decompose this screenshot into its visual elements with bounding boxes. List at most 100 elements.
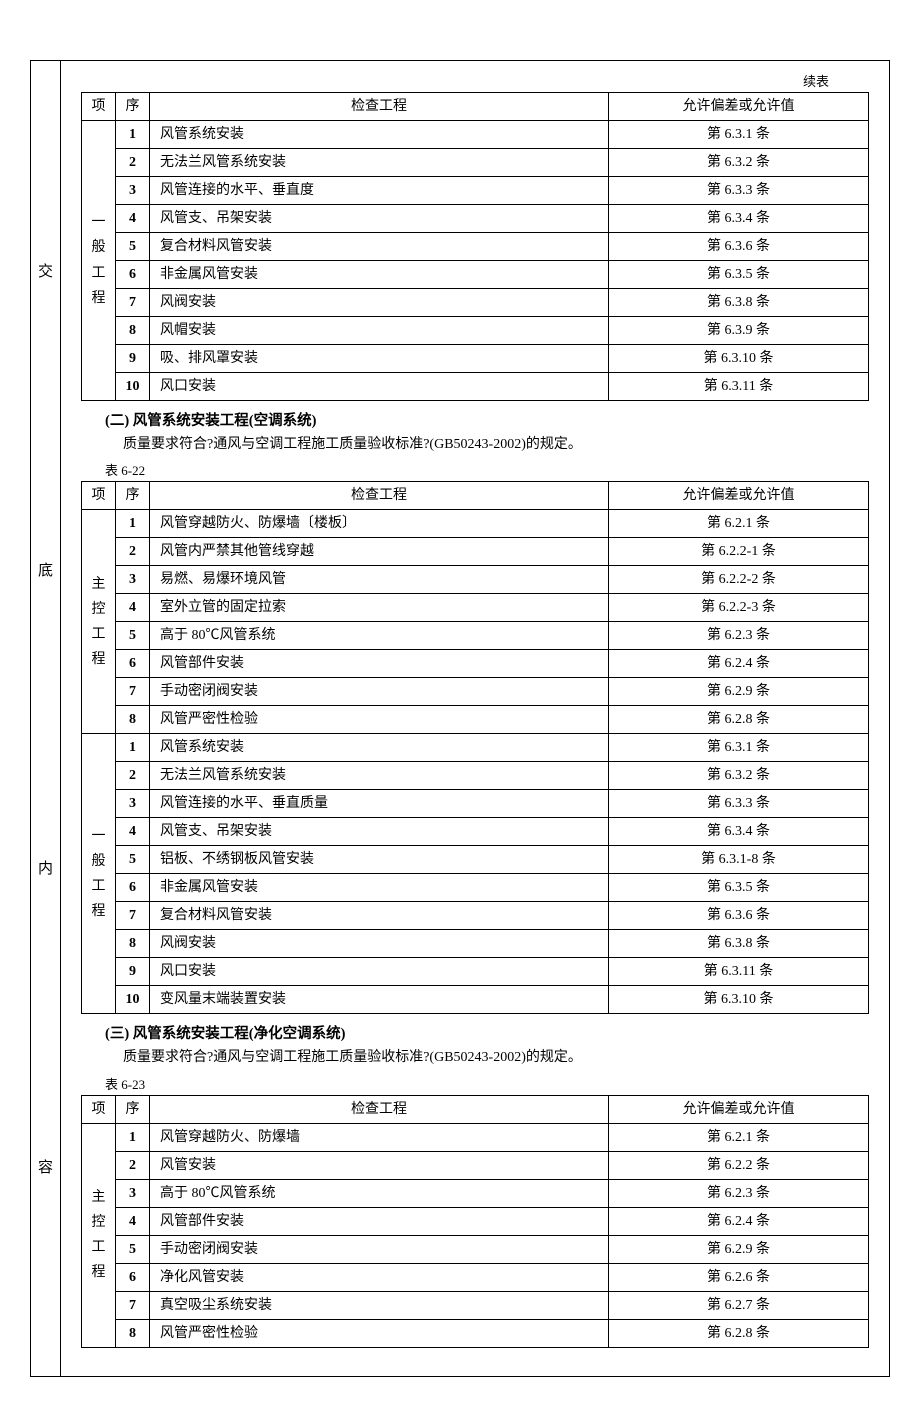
- table-row: 主控工程1风管穿越防火、防爆墙第 6.2.1 条: [82, 1123, 869, 1151]
- table-row: 10变风量末端装置安装第 6.3.10 条: [82, 986, 869, 1014]
- seq-cell: 8: [116, 1319, 150, 1347]
- check-cell: 风管连接的水平、垂直度: [150, 177, 609, 205]
- table-row: 3风管连接的水平、垂直度第 6.3.3 条: [82, 177, 869, 205]
- side-label-2: 底: [38, 559, 53, 580]
- allow-cell: 第 6.3.4 条: [609, 818, 869, 846]
- allow-cell: 第 6.3.5 条: [609, 874, 869, 902]
- check-cell: 复合材料风管安装: [150, 233, 609, 261]
- allow-cell: 第 6.2.8 条: [609, 706, 869, 734]
- table-row: 7手动密闭阀安装第 6.2.9 条: [82, 678, 869, 706]
- check-cell: 手动密闭阀安装: [150, 1235, 609, 1263]
- seq-cell: 7: [116, 678, 150, 706]
- seq-cell: 6: [116, 1263, 150, 1291]
- table-row: 6风管部件安装第 6.2.4 条: [82, 650, 869, 678]
- seq-cell: 6: [116, 650, 150, 678]
- table-row: 8风管严密性检验第 6.2.8 条: [82, 706, 869, 734]
- check-cell: 变风量末端装置安装: [150, 986, 609, 1014]
- check-cell: 风管部件安装: [150, 1207, 609, 1235]
- header-check: 检查工程: [150, 1095, 609, 1123]
- allow-cell: 第 6.3.1 条: [609, 734, 869, 762]
- header-allow: 允许偏差或允许值: [609, 482, 869, 510]
- category-cell: 主控工程: [82, 510, 116, 734]
- table2-label: 表 6-22: [105, 460, 869, 479]
- check-cell: 风管系统安装: [150, 121, 609, 149]
- seq-cell: 2: [116, 149, 150, 177]
- table-row: 一般工程1风管系统安装第 6.3.1 条: [82, 121, 869, 149]
- allow-cell: 第 6.2.2-1 条: [609, 538, 869, 566]
- allow-cell: 第 6.3.6 条: [609, 233, 869, 261]
- seq-cell: 8: [116, 706, 150, 734]
- table-row: 9风口安装第 6.3.11 条: [82, 958, 869, 986]
- section2-title: (二) 风管系统安装工程(空调系统): [105, 409, 869, 430]
- seq-cell: 7: [116, 902, 150, 930]
- section2-desc: 质量要求符合?通风与空调工程施工质量验收标准?(GB50243-2002)的规定…: [123, 434, 869, 456]
- check-cell: 风管严密性检验: [150, 706, 609, 734]
- check-cell: 风管穿越防火、防爆墙〔楼板〕: [150, 510, 609, 538]
- section3-desc: 质量要求符合?通风与空调工程施工质量验收标准?(GB50243-2002)的规定…: [123, 1047, 869, 1069]
- seq-cell: 8: [116, 317, 150, 345]
- seq-cell: 1: [116, 121, 150, 149]
- seq-cell: 4: [116, 1207, 150, 1235]
- table-header-row: 项 序 检查工程 允许偏差或允许值: [82, 482, 869, 510]
- check-cell: 易燃、易爆环境风管: [150, 566, 609, 594]
- allow-cell: 第 6.2.2-2 条: [609, 566, 869, 594]
- table-row: 4室外立管的固定拉索第 6.2.2-3 条: [82, 594, 869, 622]
- table-row: 2风管安装第 6.2.2 条: [82, 1151, 869, 1179]
- side-label-4: 容: [38, 1156, 53, 1177]
- check-cell: 手动密闭阀安装: [150, 678, 609, 706]
- table-row: 7风阀安装第 6.3.8 条: [82, 289, 869, 317]
- table-row: 3易燃、易爆环境风管第 6.2.2-2 条: [82, 566, 869, 594]
- table-row: 5高于 80℃风管系统第 6.2.3 条: [82, 622, 869, 650]
- side-label-3: 内: [38, 857, 53, 878]
- seq-cell: 4: [116, 205, 150, 233]
- header-seq: 序: [116, 482, 150, 510]
- allow-cell: 第 6.3.1 条: [609, 121, 869, 149]
- check-cell: 无法兰风管系统安装: [150, 762, 609, 790]
- table-row: 5手动密闭阀安装第 6.2.9 条: [82, 1235, 869, 1263]
- seq-cell: 2: [116, 762, 150, 790]
- table-row: 5复合材料风管安装第 6.3.6 条: [82, 233, 869, 261]
- seq-cell: 5: [116, 1235, 150, 1263]
- seq-cell: 10: [116, 986, 150, 1014]
- allow-cell: 第 6.3.8 条: [609, 289, 869, 317]
- table-row: 2风管内严禁其他管线穿越第 6.2.2-1 条: [82, 538, 869, 566]
- check-cell: 风管安装: [150, 1151, 609, 1179]
- allow-cell: 第 6.3.10 条: [609, 986, 869, 1014]
- table-1: 项 序 检查工程 允许偏差或允许值 一般工程1风管系统安装第 6.3.1 条2无…: [81, 92, 869, 401]
- check-cell: 风口安装: [150, 958, 609, 986]
- outer-frame: 交 底 内 容 续表 项 序 检查工程 允许偏差或允许值 一般工程1风管系统安装…: [30, 60, 890, 1377]
- allow-cell: 第 6.3.2 条: [609, 149, 869, 177]
- table-row: 3风管连接的水平、垂直质量第 6.3.3 条: [82, 790, 869, 818]
- seq-cell: 4: [116, 594, 150, 622]
- table-2: 项 序 检查工程 允许偏差或允许值 主控工程1风管穿越防火、防爆墙〔楼板〕第 6…: [81, 481, 869, 1014]
- table-row: 6非金属风管安装第 6.3.5 条: [82, 261, 869, 289]
- table-row: 4风管部件安装第 6.2.4 条: [82, 1207, 869, 1235]
- check-cell: 风口安装: [150, 373, 609, 401]
- allow-cell: 第 6.3.1-8 条: [609, 846, 869, 874]
- seq-cell: 1: [116, 734, 150, 762]
- header-proj: 项: [82, 93, 116, 121]
- table-row: 8风阀安装第 6.3.8 条: [82, 930, 869, 958]
- table-row: 8风帽安装第 6.3.9 条: [82, 317, 869, 345]
- seq-cell: 3: [116, 790, 150, 818]
- document-page: 交 底 内 容 续表 项 序 检查工程 允许偏差或允许值 一般工程1风管系统安装…: [0, 0, 920, 1407]
- check-cell: 风管支、吊架安装: [150, 205, 609, 233]
- allow-cell: 第 6.2.4 条: [609, 1207, 869, 1235]
- check-cell: 风帽安装: [150, 317, 609, 345]
- allow-cell: 第 6.2.8 条: [609, 1319, 869, 1347]
- check-cell: 风管连接的水平、垂直质量: [150, 790, 609, 818]
- allow-cell: 第 6.2.3 条: [609, 622, 869, 650]
- seq-cell: 6: [116, 874, 150, 902]
- check-cell: 吸、排风罩安装: [150, 345, 609, 373]
- check-cell: 净化风管安装: [150, 1263, 609, 1291]
- check-cell: 非金属风管安装: [150, 874, 609, 902]
- table-row: 6净化风管安装第 6.2.6 条: [82, 1263, 869, 1291]
- check-cell: 高于 80℃风管系统: [150, 622, 609, 650]
- category-cell: 一般工程: [82, 734, 116, 1014]
- table-row: 8风管严密性检验第 6.2.8 条: [82, 1319, 869, 1347]
- allow-cell: 第 6.3.11 条: [609, 373, 869, 401]
- check-cell: 风管严密性检验: [150, 1319, 609, 1347]
- allow-cell: 第 6.3.3 条: [609, 177, 869, 205]
- seq-cell: 9: [116, 345, 150, 373]
- header-seq: 序: [116, 1095, 150, 1123]
